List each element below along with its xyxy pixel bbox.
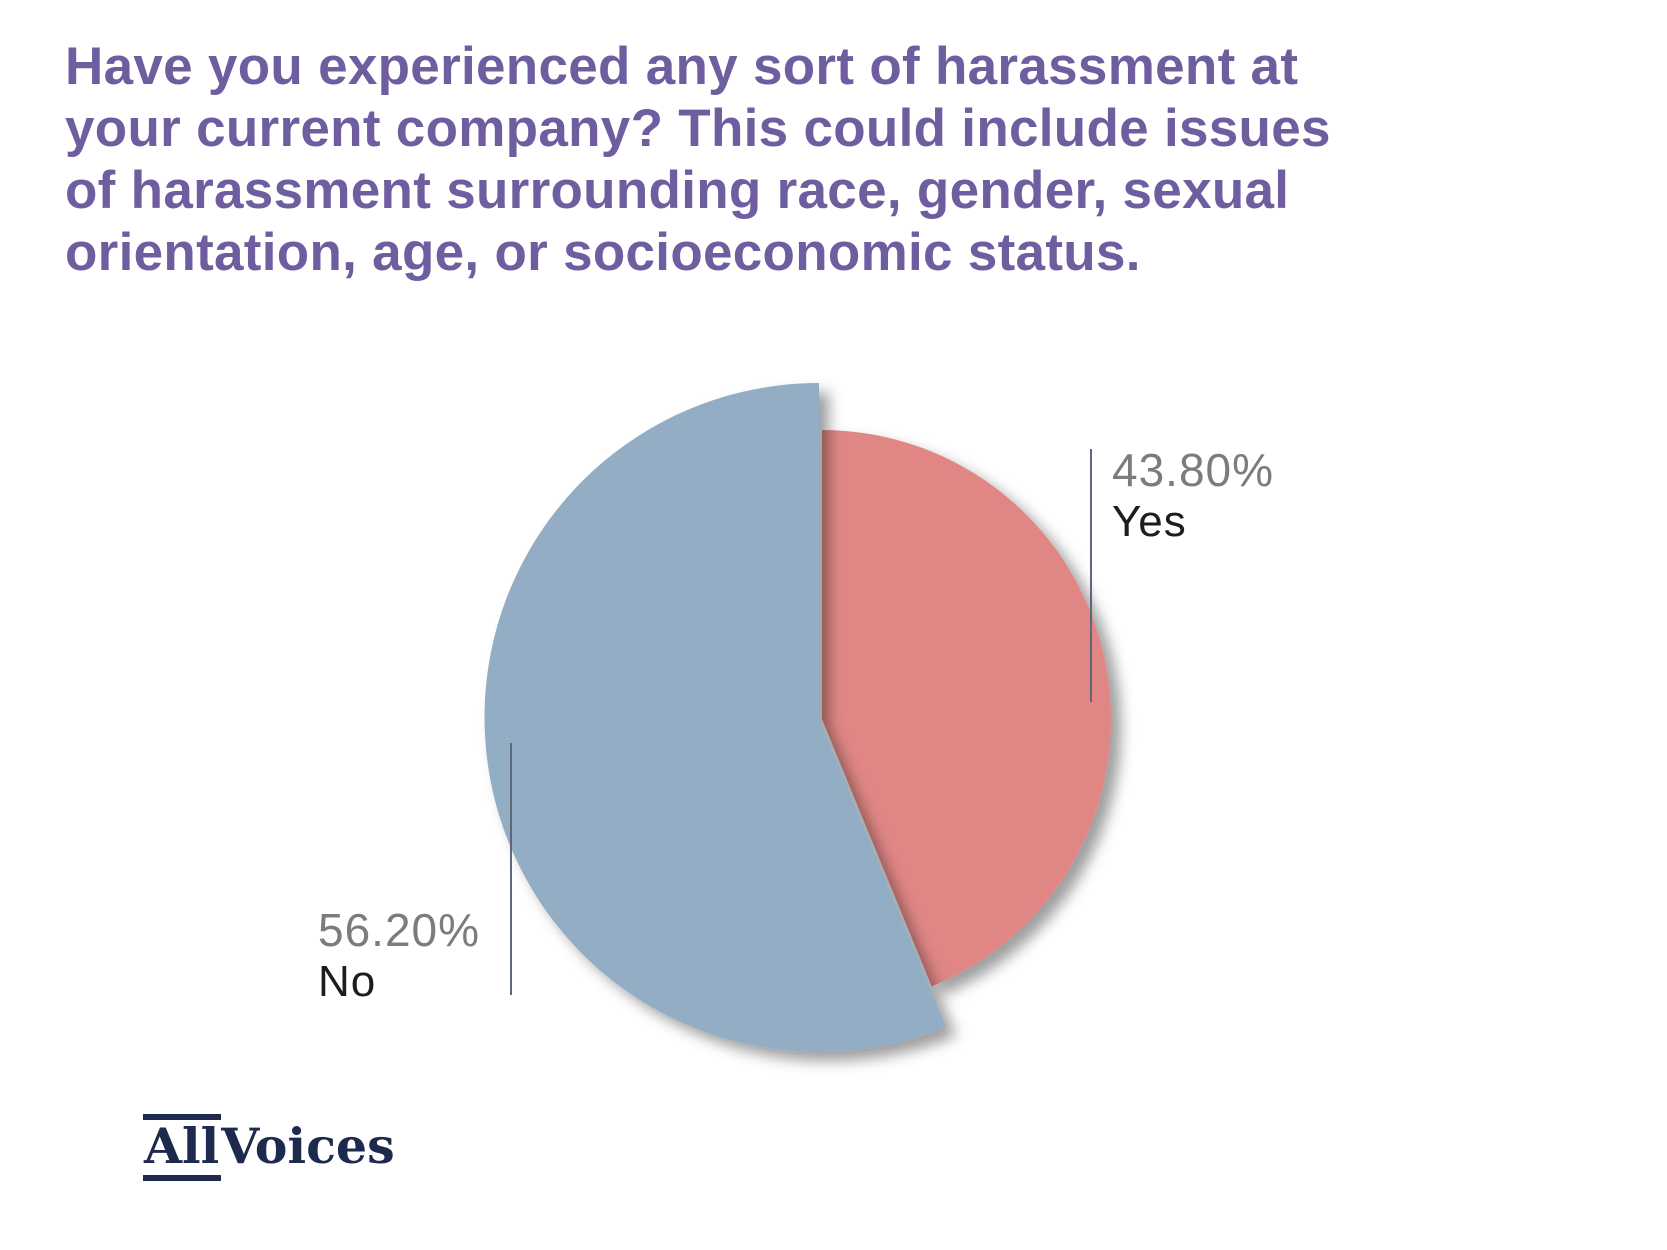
label-no-name: No xyxy=(318,956,377,1006)
logo-all-text: All xyxy=(144,1117,220,1175)
label-yes-percent: 43.80% xyxy=(1112,444,1275,496)
pie-slice-yes xyxy=(822,429,1112,987)
logo-voices: Voices xyxy=(221,1117,395,1175)
title-line-3: of harassment surrounding race, gender, … xyxy=(65,161,1290,220)
pie-slice-no xyxy=(484,383,947,1052)
title-line-4: orientation, age, or socioeconomic statu… xyxy=(65,223,1141,282)
label-yes: 43.80% Yes xyxy=(1112,444,1275,546)
title-line-2: your current company? This could include… xyxy=(65,99,1331,158)
label-no-percent: 56.20% xyxy=(318,904,481,956)
logo-all: All xyxy=(143,1114,222,1181)
allvoices-logo: AllVoices xyxy=(143,1114,395,1181)
chart-title: Have you experienced any sort of harassm… xyxy=(65,36,1331,284)
title-line-1: Have you experienced any sort of harassm… xyxy=(65,37,1299,96)
label-no: 56.20% No xyxy=(318,904,481,1006)
leader-line-no xyxy=(510,743,512,995)
leader-line-yes xyxy=(1090,449,1092,702)
label-yes-name: Yes xyxy=(1112,496,1187,546)
